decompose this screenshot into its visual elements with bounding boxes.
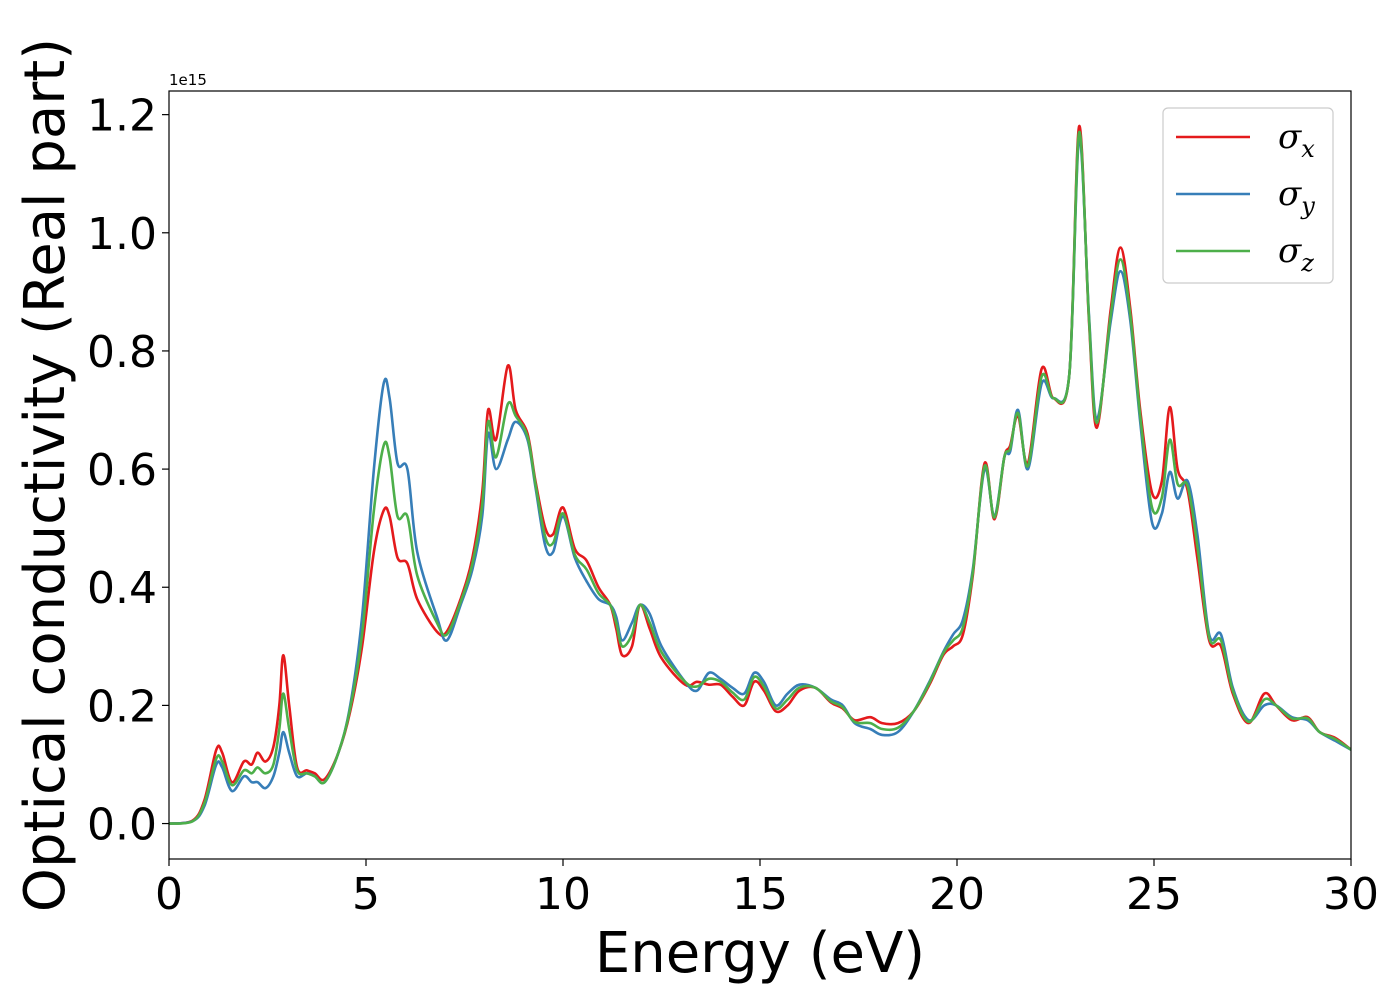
- series-layer: [169, 125, 1351, 825]
- y-axis-label: Optical conductivity (Real part): [13, 38, 78, 912]
- x-axis: 0 5 10 15 20 25 30: [155, 859, 1379, 920]
- y-tick-label: 0.4: [87, 563, 157, 614]
- x-tick-label: 30: [1323, 869, 1379, 920]
- x-tick-label: 5: [352, 869, 380, 920]
- legend-label-sigma-z: σz: [1278, 231, 1314, 277]
- legend: σx σy σz: [1162, 107, 1334, 284]
- x-tick-label: 15: [732, 869, 788, 920]
- y-tick-label: 0.0: [87, 800, 157, 851]
- series-line-sigma-z: [169, 131, 1351, 825]
- legend-frame: [1162, 107, 1334, 284]
- y-tick-label: 0.8: [87, 327, 157, 378]
- y-offset-text: 1e15: [169, 71, 207, 89]
- x-tick-label: 25: [1126, 869, 1182, 920]
- x-tick-label: 10: [535, 869, 591, 920]
- y-tick-label: 1.0: [87, 209, 157, 260]
- y-tick-label: 0.2: [87, 681, 157, 732]
- x-tick-label: 20: [929, 869, 985, 920]
- x-tick-label: 0: [155, 869, 183, 920]
- y-tick-label: 1.2: [87, 91, 157, 142]
- y-tick-label: 0.6: [87, 445, 157, 496]
- y-axis: 0.0 0.2 0.4 0.6 0.8 1.0 1.2: [87, 91, 169, 851]
- x-axis-label: Energy (eV): [595, 921, 925, 986]
- legend-label-sigma-x: σx: [1278, 117, 1315, 163]
- legend-label-sigma-y: σy: [1278, 174, 1315, 220]
